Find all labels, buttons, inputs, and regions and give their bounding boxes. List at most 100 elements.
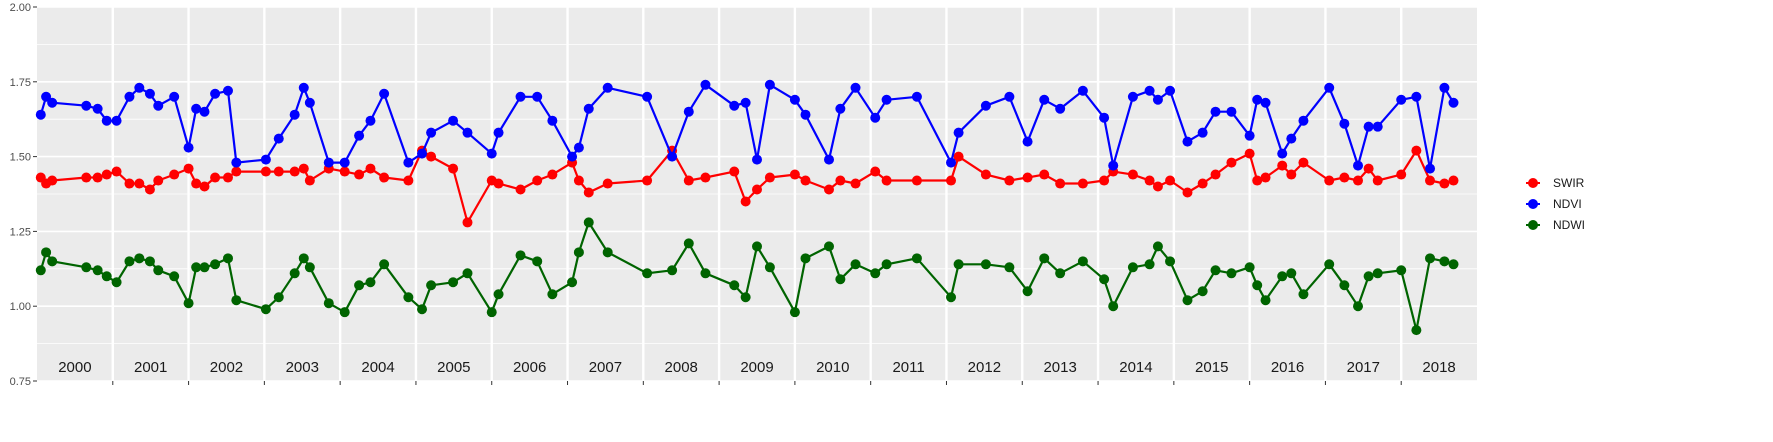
year-label: 2010 [816,359,849,376]
data-point-ndvi [1396,94,1407,105]
data-point-ndvi [92,103,103,114]
data-point-swir [354,169,365,180]
data-point-ndvi [1260,97,1271,108]
data-point-swir [1004,175,1015,186]
data-point-ndvi [1244,130,1255,141]
data-point-ndwi [800,253,811,264]
data-point-swir [700,172,711,183]
data-point-ndwi [1099,274,1110,285]
data-point-swir [298,163,309,174]
data-point-swir [729,166,740,177]
data-point-ndwi [304,262,315,273]
data-point-swir [532,175,543,186]
data-point-ndwi [417,304,428,315]
data-point-swir [573,175,584,186]
data-point-swir [911,175,922,186]
data-point-ndvi [417,148,428,159]
data-point-swir [124,178,135,189]
year-separators [111,7,1403,381]
data-point-swir [1055,178,1066,189]
data-point-ndvi [191,103,202,114]
data-point-ndwi [1252,280,1263,291]
data-point-ndvi [81,100,92,111]
data-point-ndwi [92,265,103,276]
data-point-ndwi [379,259,390,270]
data-point-swir [1448,175,1459,186]
data-point-swir [881,175,892,186]
data-point-ndvi [144,88,155,99]
data-point-ndwi [642,268,653,279]
data-point-swir [1363,163,1374,174]
data-point-ndwi [298,253,309,264]
data-point-ndvi [911,91,922,102]
data-point-swir [547,169,558,180]
data-point-ndvi [111,115,122,126]
data-point-swir [1022,172,1033,183]
data-point-ndvi [1077,85,1088,96]
data-point-ndvi [1055,103,1066,114]
data-point-ndwi [41,247,52,258]
data-point-ndvi [222,85,233,96]
data-point-ndwi [870,268,881,279]
data-point-swir [1144,175,1155,186]
data-point-ndvi [379,88,390,99]
data-point-swir [339,166,350,177]
data-point-ndwi [365,277,376,288]
data-point-ndvi [1286,133,1297,144]
year-label: 2003 [286,359,319,376]
data-point-ndvi [729,100,740,111]
y-tick-label: 2.00 [10,2,31,14]
data-point-ndwi [403,292,414,303]
data-point-ndwi [1108,301,1119,312]
data-point-swir [752,184,762,195]
data-point-ndwi [1324,259,1335,270]
data-point-swir [403,175,414,186]
data-point-ndwi [323,298,334,309]
data-point-ndvi [1152,94,1163,105]
data-point-ndwi [169,271,180,282]
data-point-swir [47,175,58,186]
data-point-swir [515,184,526,195]
data-point-ndwi [35,265,46,276]
data-point-ndwi [881,259,892,270]
data-point-swir [493,178,504,189]
data-point-ndvi [1252,94,1263,105]
year-labels: 2000 2001 2002 2003 2004 2005 2006 2007 2008 2009… [58,359,1456,376]
year-label: 2015 [1195,359,1228,376]
year-label: 2016 [1271,359,1304,376]
year-label: 2008 [665,359,698,376]
data-point-ndwi [700,268,711,279]
data-point-ndvi [789,94,800,105]
data-point-swir [789,169,800,180]
data-point-swir [953,151,964,162]
data-point-swir [260,166,271,177]
data-point-swir [92,172,103,183]
data-point-swir [1425,175,1436,186]
data-point-ndwi [1039,253,1050,264]
data-point-ndvi [298,82,309,93]
data-point-ndwi [81,262,92,273]
data-point-ndwi [231,295,242,306]
data-point-swir [222,172,233,183]
data-point-ndwi [1396,265,1407,276]
data-point-ndwi [683,238,694,249]
data-point-swir [1396,169,1407,180]
data-point-swir [1372,175,1383,186]
data-point-ndvi [870,112,881,123]
data-point-ndvi [183,142,194,153]
data-point-ndvi [980,100,991,111]
data-point-ndwi [101,271,112,282]
data-point-ndwi [273,292,284,303]
data-point-ndvi [567,151,578,162]
data-point-ndwi [210,259,221,270]
data-point-swir [191,178,202,189]
data-point-swir [304,175,315,186]
data-point-ndwi [448,277,459,288]
data-point-ndvi [573,142,584,153]
data-point-swir [1324,175,1335,186]
data-point-ndvi [199,106,210,117]
data-point-ndvi [1022,136,1033,147]
data-point-ndwi [1353,301,1364,312]
data-point-swir [153,175,164,186]
data-point-ndwi [462,268,473,279]
